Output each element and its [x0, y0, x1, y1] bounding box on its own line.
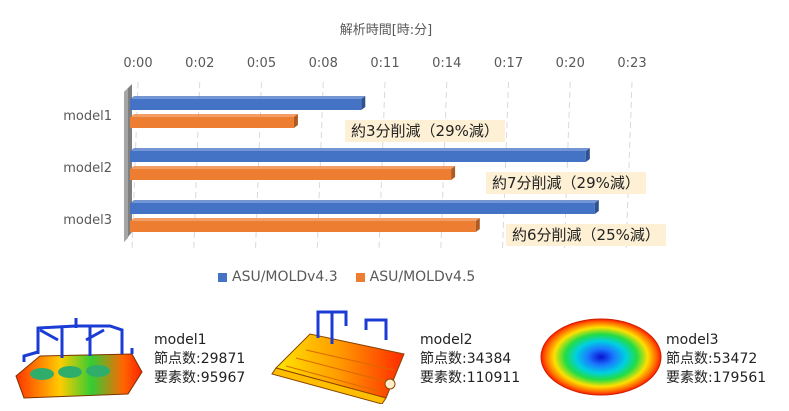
model3-image — [540, 318, 662, 396]
bar-v45-model1 — [130, 117, 294, 128]
legend-item-v43: ASU/MOLDv4.3 — [218, 269, 338, 285]
legend: ASU/MOLDv4.3 ASU/MOLDv4.5 — [218, 269, 475, 285]
bar-v45-model3 — [130, 221, 476, 232]
model2-image — [271, 310, 405, 404]
bar-side-face — [451, 166, 456, 180]
gridline — [502, 81, 509, 251]
x-tick-label: 0:17 — [494, 56, 523, 71]
bar-v43-model3 — [130, 203, 595, 214]
model3-info: model3 節点数:53472 要素数:179561 — [666, 331, 766, 388]
model1-nodes: 節点数:29871 — [154, 351, 246, 367]
reduction-annotation: 約3分削減（29%減） — [345, 120, 505, 142]
legend-swatch-blue — [218, 272, 227, 282]
x-tick-label: 0:02 — [185, 56, 214, 71]
bar-side-face — [594, 200, 599, 214]
model2-info: model2 節点数:34384 要素数:110911 — [420, 331, 520, 388]
reduction-annotation: 約7分削減（29%減） — [486, 172, 646, 194]
x-tick-label: 0:14 — [432, 56, 461, 71]
x-tick-label: 0:11 — [370, 56, 399, 71]
gridline — [625, 81, 633, 251]
x-tick-label: 0:00 — [123, 56, 152, 71]
bar-side-face — [475, 218, 480, 232]
legend-label-v45: ASU/MOLDv4.5 — [369, 269, 476, 285]
model1-name: model1 — [154, 332, 207, 348]
category-label: model2 — [63, 161, 112, 176]
bar-top-face — [130, 200, 599, 203]
bar-v45-model2 — [130, 169, 452, 180]
model3-nodes: 節点数:53472 — [666, 351, 758, 367]
reduction-annotation: 約6分削減（25%減） — [506, 224, 666, 246]
bar-chart: 解析時間[時:分] 0:00 0:02 0:05 0:08 0:11 0:14 0:17 0:… — [63, 23, 647, 251]
bar-top-face — [130, 96, 366, 99]
model1-info: model1 節点数:29871 要素数:95967 — [154, 331, 245, 388]
model1-elements: 要素数:95967 — [154, 370, 246, 386]
model2-name: model2 — [420, 332, 473, 348]
bar-top-face — [130, 148, 590, 151]
bar-side-face — [585, 148, 590, 162]
model3-name: model3 — [666, 332, 719, 348]
bar-side-face — [361, 96, 366, 110]
axis-title: 解析時間[時:分] — [340, 23, 433, 38]
legend-swatch-orange — [355, 272, 365, 282]
bar-top-face — [130, 114, 298, 117]
model1-image — [15, 318, 143, 399]
category-label: model3 — [63, 213, 112, 228]
x-tick-label: 0:08 — [309, 56, 338, 71]
gridline — [563, 81, 571, 251]
legend-label-v43: ASU/MOLDv4.3 — [232, 269, 338, 285]
model3-elements: 要素数:179561 — [666, 370, 767, 386]
x-tick-label: 0:23 — [617, 56, 646, 71]
bar-v43-model1 — [130, 99, 362, 110]
bar-side-face — [293, 114, 298, 128]
bar-top-face — [130, 218, 480, 221]
model2-nodes: 節点数:34384 — [420, 351, 512, 367]
axis-wall-side — [124, 88, 128, 242]
category-label: model1 — [63, 109, 112, 124]
bar-v43-model2 — [130, 151, 586, 162]
x-tick-label: 0:20 — [556, 56, 585, 71]
legend-item-v45: ASU/MOLDv4.5 — [355, 269, 476, 285]
bar-top-face — [130, 166, 456, 169]
x-tick-label: 0:05 — [247, 56, 276, 71]
model2-elements: 要素数:110911 — [420, 370, 521, 386]
